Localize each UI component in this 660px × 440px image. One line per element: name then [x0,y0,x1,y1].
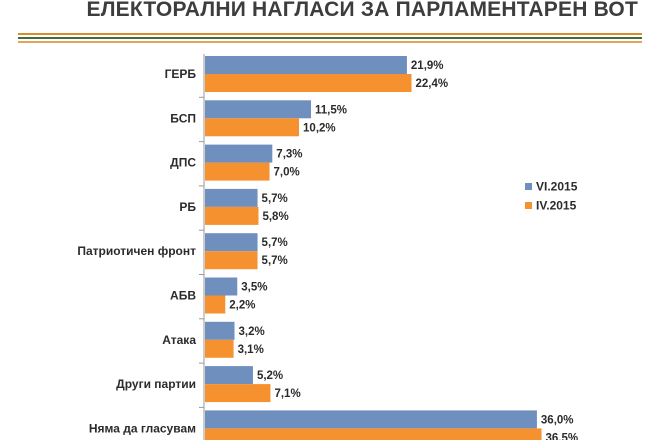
bar-vi-2015 [205,277,238,296]
data-label: 36,0% [541,414,574,426]
data-label: 2,2% [229,300,255,312]
data-label: 21,9% [411,60,444,72]
bar-iv-2015 [205,118,300,137]
category-label: ДПС [170,156,196,170]
category-label: БСП [170,111,196,125]
bar-vi-2015 [205,188,258,207]
data-label: 7,0% [274,167,300,179]
legend: VI.2015 IV.2015 [525,180,578,213]
data-label: 7,3% [276,149,302,161]
data-label: 5,7% [262,237,288,249]
bar-vi-2015 [205,56,407,74]
category-label: ГЕРБ [165,67,197,81]
bar-iv-2015 [205,428,542,440]
bars-layer [205,56,542,440]
data-label: 5,7% [262,255,288,267]
bar-vi-2015 [205,410,537,429]
data-label: 7,1% [274,388,300,400]
header-rule-orange [18,33,642,35]
data-label: 11,5% [315,104,347,116]
data-label: 3,1% [238,344,264,356]
bar-vi-2015 [205,100,312,119]
header-rule-green [18,37,642,39]
category-label: РБ [179,200,196,214]
legend-label: IV.2015 [536,199,577,213]
bar-iv-2015 [205,251,258,270]
bar-iv-2015 [205,295,226,314]
bar-iv-2015 [205,162,270,181]
bar-iv-2015 [205,384,271,403]
legend-label: VI.2015 [536,180,578,194]
legend-swatch [525,183,532,190]
category-label: Патриотичен фронт [77,244,196,258]
header-rule-light-orange [18,41,642,43]
category-label: Няма да гласувам [89,421,196,435]
labels-layer: ГЕРБ 21,9% 22,4% БСП 11,5% 10,2% ДПС 7,3% 7,0% РБ… [77,60,578,440]
bar-iv-2015 [205,74,412,92]
legend-swatch [525,202,532,209]
bar-vi-2015 [205,321,235,340]
bar-iv-2015 [205,339,234,358]
category-label: АБВ [170,289,196,303]
axis-layer [199,54,205,440]
bar-vi-2015 [205,233,258,252]
data-label: 3,2% [239,326,265,338]
category-label: Други партии [116,377,196,391]
data-label: 36,5% [546,432,579,440]
data-label: 5,7% [262,193,288,205]
chart-title: ЕЛЕКТОРАЛНИ НАГЛАСИ ЗА ПАРЛАМЕНТАРЕН ВОТ [86,0,638,21]
bar-vi-2015 [205,366,253,385]
category-label: Атака [162,333,196,347]
data-label: 5,2% [257,370,283,382]
data-label: 22,4% [416,78,449,90]
data-label: 3,5% [241,282,267,294]
bar-vi-2015 [205,144,273,163]
bar-iv-2015 [205,206,259,225]
data-label: 5,8% [262,211,288,223]
data-label: 10,2% [303,122,336,134]
